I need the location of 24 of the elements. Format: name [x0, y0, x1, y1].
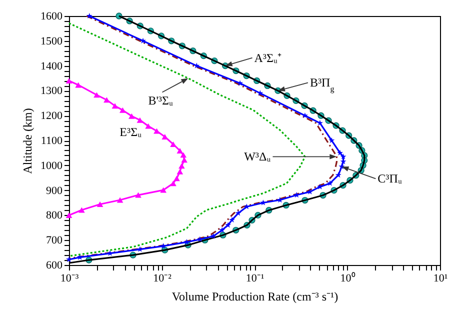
y-tick-label: 800	[46, 210, 63, 222]
y-tick-label: 1000	[40, 160, 63, 172]
y-tick-label: 1100	[40, 135, 63, 147]
y-tick-label: 1200	[40, 110, 63, 122]
x-tick-label: 10¹	[433, 272, 448, 284]
x-tick-label: 10⁻¹	[246, 272, 264, 284]
annotation: B'³Σᵤ	[148, 93, 173, 108]
x-axis-title: Volume Production Rate (cm⁻³ s⁻¹)	[172, 290, 338, 304]
annotation: B³Π$_{g}$	[310, 76, 334, 94]
y-tick-label: 1600	[40, 10, 63, 22]
annotation: E³Σᵤ	[120, 125, 142, 140]
y-tick-label: 700	[46, 234, 63, 247]
x-tick-label: 10⁻³	[60, 272, 80, 284]
annotation: W³Δᵤ	[244, 150, 271, 164]
annotation: A³Σᵤ⁺	[254, 50, 282, 65]
annotation: C³Πᵤ	[378, 172, 402, 186]
y-axis-title: Altitude (km)	[20, 108, 34, 174]
y-tick-label: 600	[46, 260, 63, 272]
y-tick-label: 1300	[40, 85, 63, 98]
y-tick-label: 1400	[40, 60, 63, 72]
x-tick-label: 10⁰	[340, 272, 356, 284]
x-tick-label: 10⁻²	[153, 272, 172, 284]
y-tick-label: 1500	[40, 35, 63, 48]
y-tick-label: 900	[46, 184, 63, 197]
